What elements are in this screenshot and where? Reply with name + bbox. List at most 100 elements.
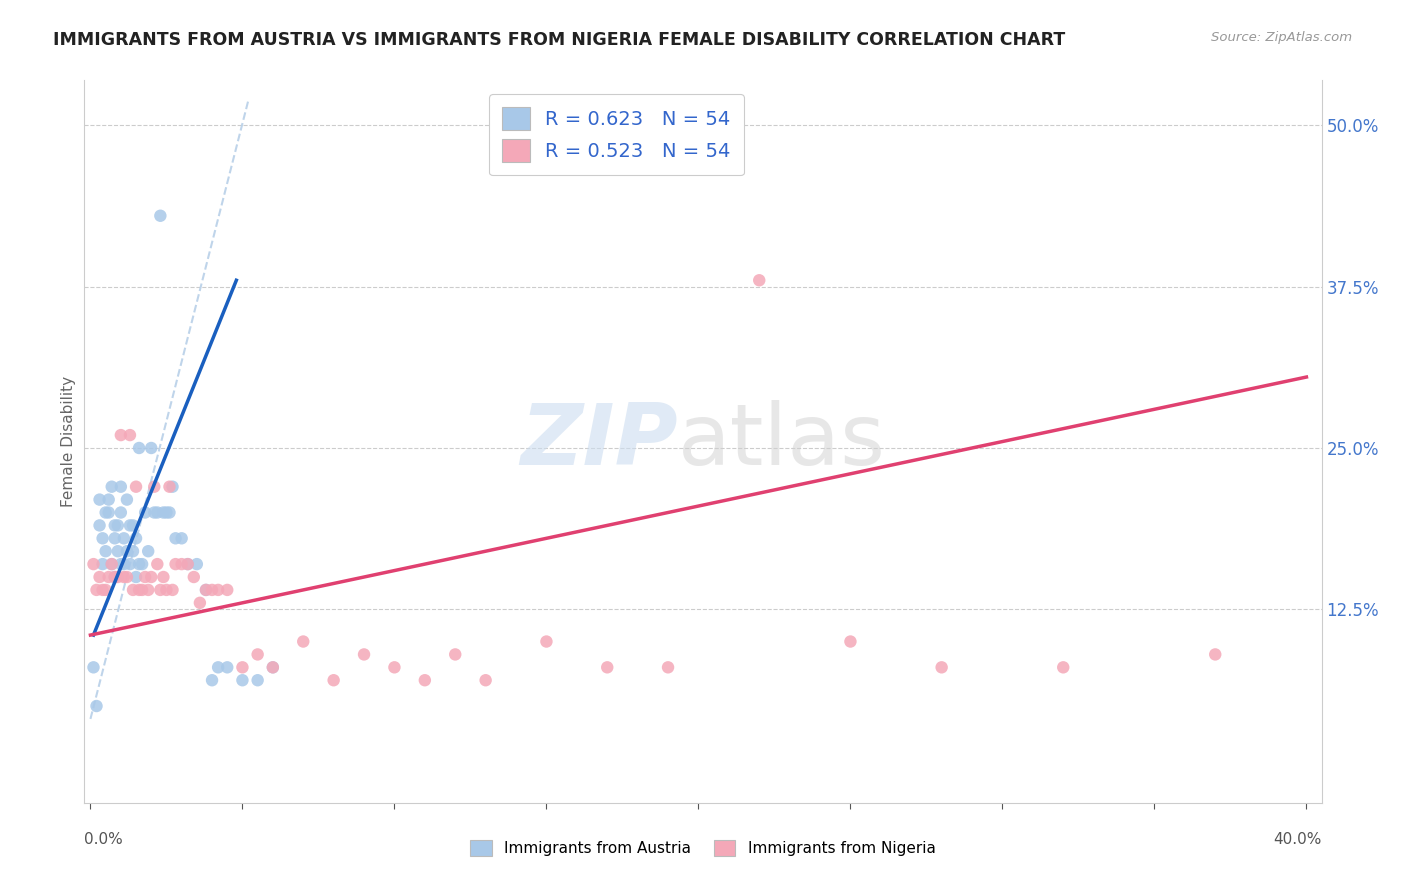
Point (162, 582, 184, 597)
Point (536, 634, 558, 648)
Point (194, 582, 217, 597)
Point (136, 544, 159, 558)
Point (94, 582, 117, 597)
Point (128, 582, 150, 597)
Point (177, 557, 200, 571)
Point (217, 582, 239, 597)
Point (596, 660, 619, 674)
Point (217, 660, 239, 674)
Point (107, 518, 129, 533)
Point (128, 441, 150, 455)
Point (177, 557, 200, 571)
Point (97, 492, 120, 507)
Point (152, 506, 174, 520)
Point (201, 673, 224, 688)
Point (146, 557, 169, 571)
Point (94, 506, 117, 520)
Point (839, 634, 862, 648)
Point (207, 582, 229, 597)
Point (122, 518, 145, 533)
Point (165, 531, 187, 545)
Point (131, 582, 153, 597)
Point (82, 660, 104, 674)
Point (89, 518, 111, 533)
Point (91, 582, 114, 597)
Point (207, 660, 229, 674)
Point (131, 557, 153, 571)
Point (170, 531, 193, 545)
Point (104, 531, 127, 545)
Point (118, 428, 141, 442)
Y-axis label: Female Disability: Female Disability (60, 376, 76, 508)
Point (322, 673, 344, 688)
Point (104, 570, 127, 584)
Point (246, 648, 269, 662)
Text: 0.0%: 0.0% (84, 831, 124, 847)
Point (110, 506, 132, 520)
Legend: Immigrants from Austria, Immigrants from Nigeria: Immigrants from Austria, Immigrants from… (464, 834, 942, 862)
Point (134, 506, 156, 520)
Point (152, 570, 174, 584)
Point (444, 648, 467, 662)
Point (112, 557, 135, 571)
Point (155, 582, 177, 597)
Text: IMMIGRANTS FROM AUSTRIA VS IMMIGRANTS FROM NIGERIA FEMALE DISABILITY CORRELATION: IMMIGRANTS FROM AUSTRIA VS IMMIGRANTS FR… (53, 31, 1066, 49)
Point (143, 480, 166, 494)
Point (353, 648, 375, 662)
Point (100, 480, 122, 494)
Point (143, 506, 166, 520)
Point (104, 570, 127, 584)
Point (474, 673, 496, 688)
Point (155, 506, 177, 520)
Text: Source: ZipAtlas.com: Source: ZipAtlas.com (1212, 31, 1353, 45)
Point (91, 531, 114, 545)
Point (159, 506, 181, 520)
Point (201, 582, 224, 597)
Point (162, 480, 184, 494)
Point (231, 660, 253, 674)
Point (107, 544, 129, 558)
Point (110, 480, 132, 494)
Point (110, 428, 132, 442)
Point (188, 596, 211, 610)
Point (231, 673, 253, 688)
Point (146, 506, 169, 520)
Point (141, 570, 163, 584)
Point (125, 531, 148, 545)
Point (122, 582, 145, 597)
Point (89, 492, 111, 507)
Point (136, 582, 159, 597)
Point (413, 673, 436, 688)
Point (165, 557, 187, 571)
Text: atlas: atlas (678, 400, 886, 483)
Point (141, 441, 163, 455)
Point (100, 557, 122, 571)
Point (94, 544, 117, 558)
Point (657, 660, 679, 674)
Point (1052, 660, 1074, 674)
Text: 40.0%: 40.0% (1274, 831, 1322, 847)
Point (107, 570, 129, 584)
Legend: R = 0.623   N = 54, R = 0.523   N = 54: R = 0.623 N = 54, R = 0.523 N = 54 (489, 94, 744, 176)
Point (118, 518, 141, 533)
Point (118, 557, 141, 571)
Point (186, 557, 208, 571)
Point (125, 480, 148, 494)
Point (194, 582, 217, 597)
Point (86, 699, 108, 714)
Point (748, 273, 770, 287)
Point (262, 660, 284, 674)
Point (931, 660, 953, 674)
Point (246, 673, 269, 688)
Point (170, 557, 193, 571)
Point (100, 557, 122, 571)
Text: ZIP: ZIP (520, 400, 678, 483)
Point (128, 557, 150, 571)
Point (104, 518, 127, 533)
Point (183, 570, 205, 584)
Point (91, 557, 114, 571)
Point (89, 570, 111, 584)
Point (122, 544, 145, 558)
Point (149, 582, 172, 597)
Point (110, 557, 132, 571)
